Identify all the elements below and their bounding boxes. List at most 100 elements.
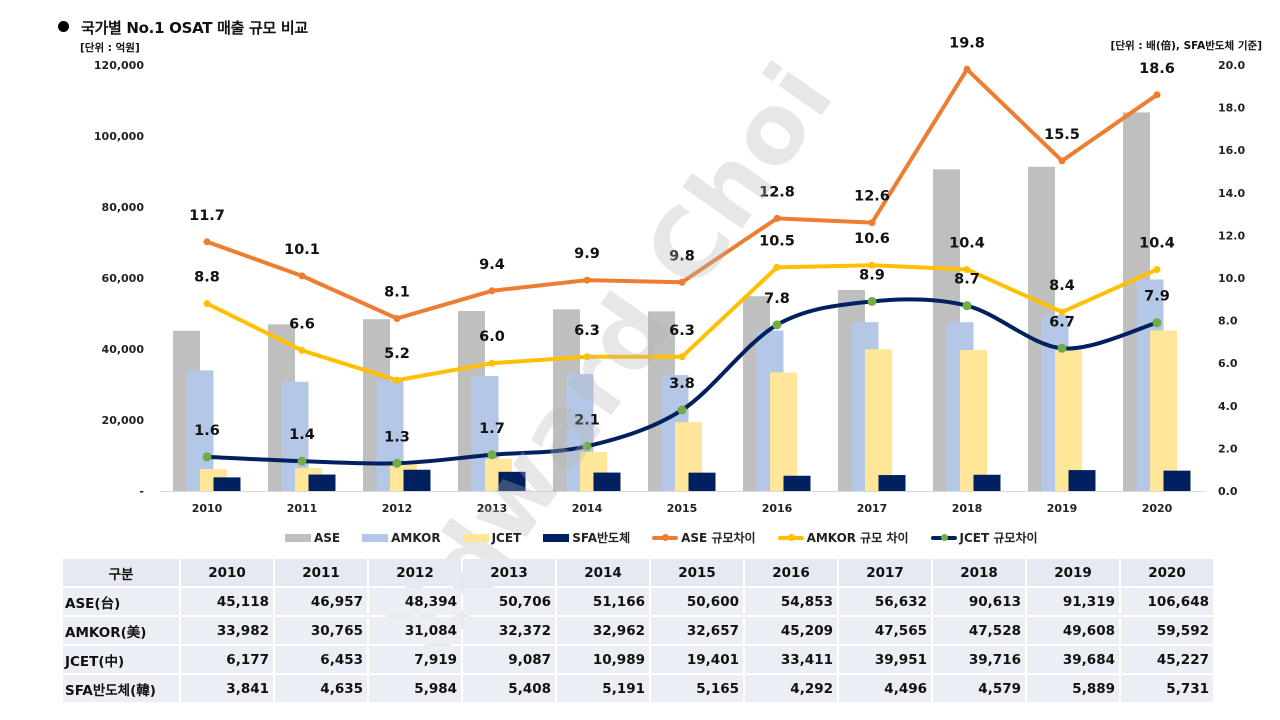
point-jcet-gap-2018 — [962, 301, 972, 311]
point-jcet-gap-2017 — [867, 296, 877, 306]
x-axis-tick: 2019 — [1047, 502, 1078, 515]
x-axis-tick: 2012 — [382, 502, 413, 515]
data-label-amkor-gap: 8.4 — [1049, 278, 1075, 294]
data-label-jcet-gap: 1.6 — [194, 423, 220, 439]
data-label-ase-gap: 12.8 — [759, 184, 795, 200]
table-cell: 47,565 — [839, 617, 931, 644]
data-label-jcet-gap: 1.7 — [479, 421, 505, 437]
data-label-jcet-gap: 7.8 — [764, 291, 790, 307]
legend-item-ase: ASE — [285, 529, 340, 546]
x-axis-ticks: 2010 2011 2012 2013 2014 2015 2016 2017 2018 2019… — [192, 502, 1173, 515]
left-axis-tick: 60,000 — [102, 272, 145, 285]
table-cell: 5,731 — [1121, 675, 1213, 702]
table-cell: 33,982 — [181, 617, 273, 644]
table-row-label: ASE(台) — [63, 588, 179, 615]
bar-sfa-2017 — [878, 475, 906, 491]
x-axis-tick: 2018 — [952, 502, 983, 515]
point-jcet-gap-2011 — [297, 456, 307, 466]
legend-line-ase-gap — [652, 533, 679, 541]
point-jcet-gap-2016 — [772, 320, 782, 330]
point-ase-gap-2011 — [298, 272, 306, 280]
table-cell: 50,600 — [651, 588, 743, 615]
table-cell: 4,635 — [275, 675, 367, 702]
bar-sfa-2015 — [688, 472, 716, 491]
point-jcet-gap-2014 — [582, 441, 592, 451]
data-label-amkor-gap: 6.3 — [669, 323, 695, 339]
point-amkor-gap-2016 — [773, 263, 781, 271]
table-cell: 10,989 — [557, 646, 649, 673]
table-row-label: SFA반도체(韓) — [63, 675, 179, 702]
right-axis-tick: 10.0 — [1218, 272, 1245, 285]
data-label-amkor-gap: 10.6 — [854, 231, 890, 247]
table-header-year: 2019 — [1027, 559, 1119, 586]
legend-label: AMKOR 규모 차이 — [806, 531, 909, 545]
table-cell: 5,165 — [651, 675, 743, 702]
table-row: SFA반도체(韓) 3,841 4,635 5,984 5,408 5,191 5,165 4… — [63, 675, 1213, 702]
data-label-ase-gap: 11.7 — [189, 208, 225, 224]
bullet-icon — [58, 21, 69, 32]
table-header-year: 2017 — [839, 559, 931, 586]
left-axis-unit-label: [단위 : 억원] — [80, 42, 140, 54]
point-jcet-gap-2012 — [392, 458, 402, 468]
point-ase-gap-2018 — [963, 65, 971, 73]
bar-sfa-2016 — [783, 475, 811, 491]
right-axis-tick: 6.0 — [1218, 357, 1238, 370]
right-axis-unit-label: [단위 : 배(倍), SFA반도체 기준] — [1110, 40, 1262, 52]
table-header-year: 2013 — [463, 559, 555, 586]
legend-line-amkor-gap — [777, 533, 804, 541]
data-label-amkor-gap: 5.2 — [384, 346, 410, 362]
bar-jcet-2016 — [770, 372, 797, 491]
left-axis-tick: 120,000 — [94, 59, 144, 72]
left-axis-ticks: - 20,000 40,000 60,000 80,000 100,000 120,000 — [94, 59, 144, 498]
point-ase-gap-2015 — [678, 278, 686, 286]
bar-jcet-2020 — [1150, 330, 1177, 491]
table-cell: 50,706 — [463, 588, 555, 615]
data-label-ase-gap: 9.8 — [669, 248, 695, 264]
table-cell: 3,841 — [181, 675, 273, 702]
table-cell: 48,394 — [369, 588, 461, 615]
table-cell: 4,496 — [839, 675, 931, 702]
right-axis-tick: 0.0 — [1218, 485, 1238, 498]
x-axis-tick: 2017 — [857, 502, 888, 515]
legend-item-amkor: AMKOR — [362, 529, 441, 546]
right-axis-tick: 4.0 — [1218, 400, 1238, 413]
left-axis-tick: 80,000 — [102, 201, 145, 214]
legend-item-amkor-gap: AMKOR 규모 차이 — [777, 529, 909, 546]
chart-title-text: 국가별 No.1 OSAT 매출 규모 비교 — [81, 19, 308, 37]
x-axis-tick: 2015 — [667, 502, 698, 515]
table-cell: 5,408 — [463, 675, 555, 702]
legend-item-sfa: SFA반도체 — [543, 529, 630, 546]
table-cell: 32,372 — [463, 617, 555, 644]
legend-item-ase-gap: ASE 규모차이 — [652, 529, 756, 546]
x-axis-tick: 2010 — [192, 502, 223, 515]
data-label-ase-gap: 9.9 — [574, 246, 600, 262]
right-axis-ticks: 0.0 2.0 4.0 6.0 8.0 10.0 12.0 14.0 16.0 18.0 20.0 — [1218, 59, 1245, 498]
chart-title: 국가별 No.1 OSAT 매출 규모 비교 — [58, 17, 308, 38]
point-amkor-gap-2017 — [868, 261, 876, 269]
point-ase-gap-2016 — [773, 214, 781, 222]
point-ase-gap-2017 — [868, 219, 876, 227]
bar-sfa-2014 — [593, 472, 621, 491]
data-label-ase-gap: 12.6 — [854, 189, 890, 205]
data-label-amkor-gap: 10.5 — [759, 233, 795, 249]
left-axis-tick: 40,000 — [102, 343, 145, 356]
table-header-year: 2016 — [745, 559, 837, 586]
right-axis-tick: 14.0 — [1218, 187, 1245, 200]
table-cell: 54,853 — [745, 588, 837, 615]
point-amkor-gap-2014 — [583, 353, 591, 361]
legend-label: ASE 규모차이 — [681, 531, 756, 545]
table-cell: 6,453 — [275, 646, 367, 673]
point-jcet-gap-2020 — [1152, 318, 1162, 328]
table-cell: 45,118 — [181, 588, 273, 615]
point-ase-gap-2019 — [1058, 157, 1066, 165]
table-cell: 5,191 — [557, 675, 649, 702]
point-amkor-gap-2018 — [963, 265, 971, 273]
table-header-year: 2010 — [181, 559, 273, 586]
table-cell: 90,613 — [933, 588, 1025, 615]
table-header-row: 구분 2010 2011 2012 2013 2014 2015 2016 2017 2018 20… — [63, 559, 1213, 586]
data-label-amkor-gap: 10.4 — [949, 235, 985, 251]
table-header-year: 2018 — [933, 559, 1025, 586]
table-cell: 33,411 — [745, 646, 837, 673]
table-cell: 91,319 — [1027, 588, 1119, 615]
table-header-label: 구분 — [63, 559, 179, 586]
